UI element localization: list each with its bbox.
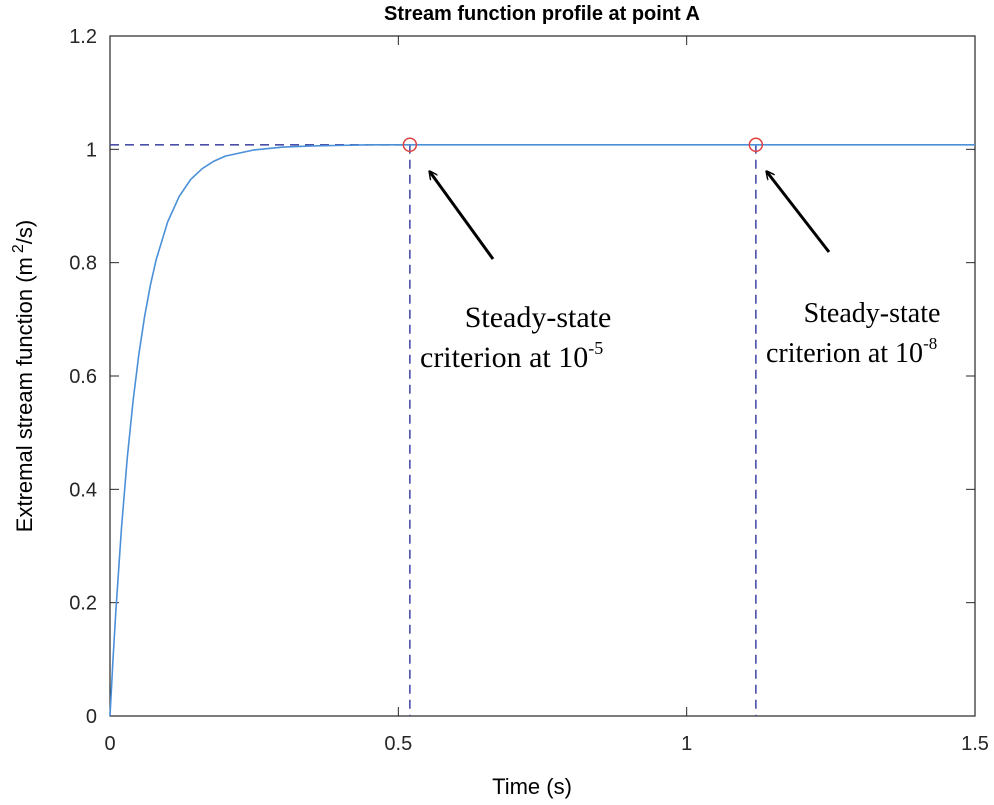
steady-state-marker-2 [748, 137, 764, 153]
y-axis-label-sup: 2 [10, 244, 27, 253]
annotation-2-line2: criterion at 10-8 [766, 334, 937, 369]
annotation-2: Steady-state criterion at 10-8 [766, 298, 940, 369]
x-tick-label: 1.5 [961, 733, 989, 755]
steady-state-marker-1 [402, 137, 418, 153]
y-tick-label: 0.6 [69, 366, 97, 388]
x-tick-label: 0.5 [384, 733, 412, 755]
annotation-2-exp: -8 [923, 334, 937, 353]
axes-box [109, 35, 976, 717]
y-tick-label: 1 [86, 139, 97, 161]
x-axis-label: Time (s) [492, 774, 572, 799]
y-tick-label: 1.2 [69, 26, 97, 48]
plot-area: 0 0.5 1 1.5 0 0.2 0.4 0.6 0.8 1 1.2 [69, 26, 989, 755]
y-tick-label: 0.8 [69, 253, 97, 275]
y-axis-label-tail: /s) [12, 220, 37, 244]
x-tick-label: 0 [104, 733, 115, 755]
chart-title: Stream function profile at point A [384, 3, 700, 25]
annotation-2-arrow [767, 172, 831, 253]
annotation-1-line1: Steady-state [465, 301, 612, 334]
annotation-2-line1: Steady-state [804, 298, 941, 329]
y-tick-label: 0.2 [69, 593, 97, 615]
svg-text:Extremal stream function (m2/s: Extremal stream function (m 2/s) [10, 220, 37, 532]
annotation-1: Steady-state criterion at 10-5 [420, 301, 611, 374]
x-tick-label: 1 [681, 733, 692, 755]
y-tick-label: 0.4 [69, 479, 97, 501]
annotation-1-arrow [430, 172, 495, 260]
y-axis-label: Extremal stream function (m 2/s) [10, 220, 37, 532]
annotation-1-exp: -5 [588, 338, 603, 358]
annotation-1-line2: criterion at 10-5 [420, 338, 603, 374]
series-line-1 [109, 144, 975, 717]
y-tick-label: 0 [86, 706, 97, 728]
y-axis-label-main: Extremal stream function (m [12, 257, 37, 532]
